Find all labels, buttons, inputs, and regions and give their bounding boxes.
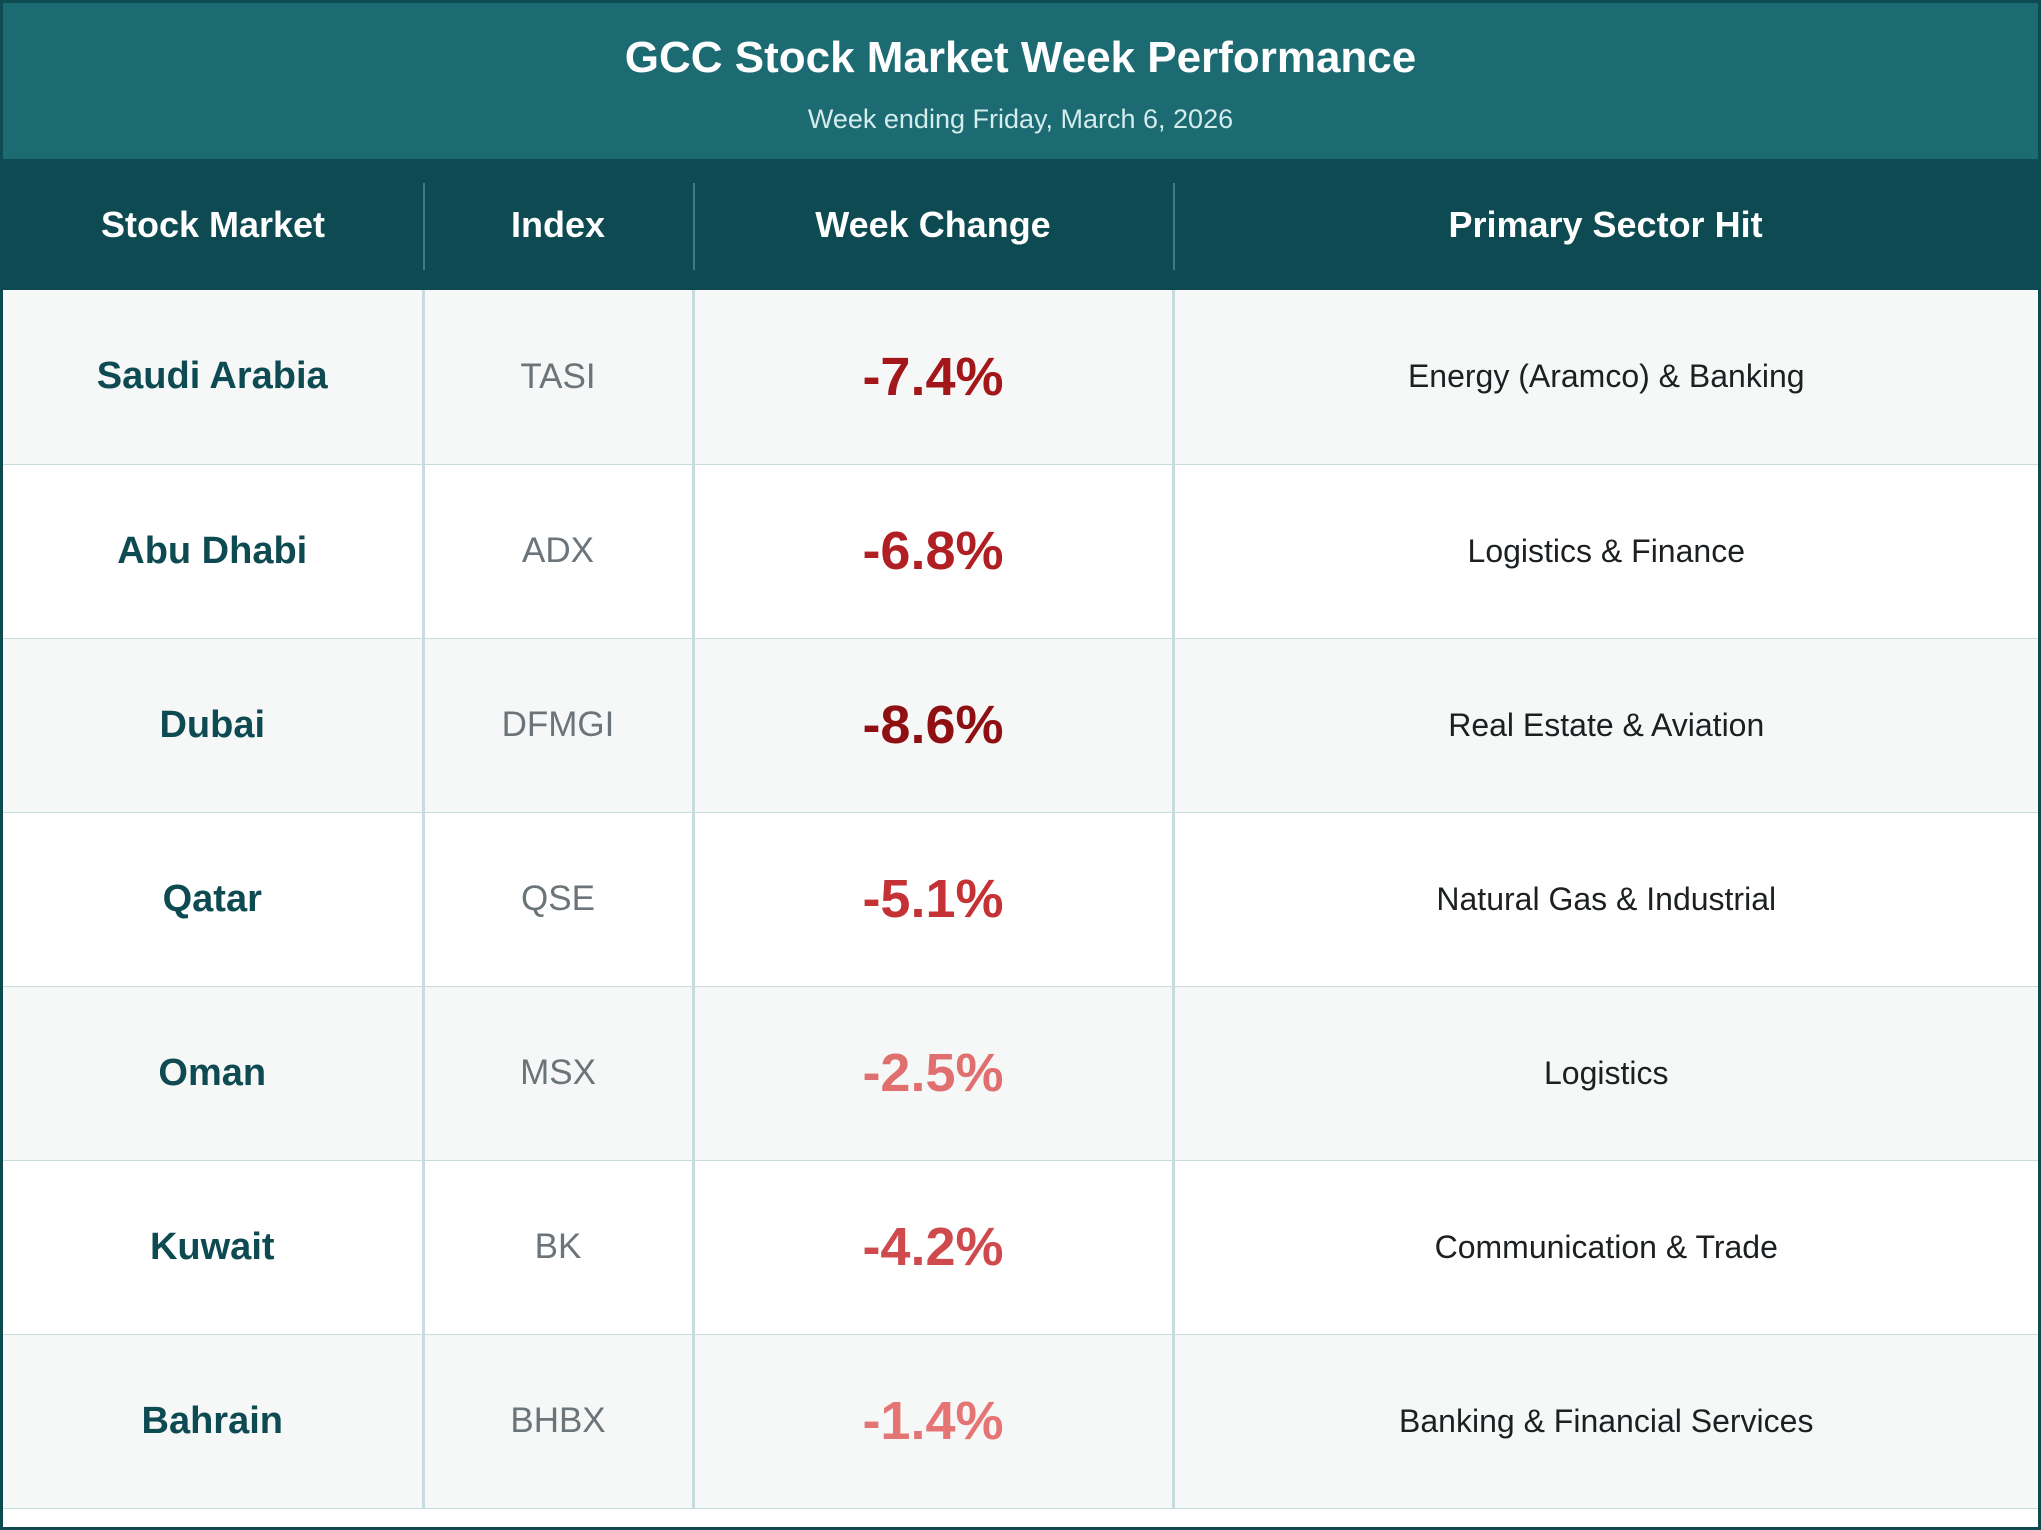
index-cell: ADX (421, 464, 693, 639)
market-cell: Abu Dhabi (3, 464, 423, 639)
week-change-cell: -2.5% (691, 986, 1173, 1161)
sector-cell: Communication & Trade (1171, 1160, 2038, 1335)
table-row: Bahrain BHBX -1.4% Banking & Financial Serv… (3, 1334, 2038, 1509)
index-cell: BHBX (421, 1334, 693, 1509)
sector-cell: Energy (Aramco) & Banking (1171, 290, 2038, 465)
week-change-cell: -4.2% (691, 1160, 1173, 1335)
chart-title: GCC Stock Market Week Performance (624, 33, 1417, 82)
sector-cell: Natural Gas & Industrial (1171, 812, 2038, 987)
table-row: Dubai DFMGI -8.6% Real Estate & Aviation (3, 638, 2038, 813)
market-cell: Oman (3, 986, 423, 1161)
week-change-cell: -7.4% (691, 290, 1173, 465)
index-cell: QSE (421, 812, 693, 987)
table-row: Qatar QSE -5.1% Natural Gas & Industrial (3, 812, 2038, 987)
column-header-index: Index (423, 159, 693, 290)
sector-cell: Logistics & Finance (1171, 464, 2038, 639)
table-row: Oman MSX -2.5% Logistics (3, 986, 2038, 1161)
market-cell: Dubai (3, 638, 423, 813)
table-body: Saudi Arabia TASI -7.4% Energy (Aramco) & B… (3, 290, 2038, 1509)
week-change-cell: -6.8% (691, 464, 1173, 639)
chart-subtitle: Week ending Friday, March 6, 2026 (807, 104, 1234, 134)
title-band: GCC Stock Market Week Performance Week e… (3, 3, 2038, 159)
column-header-primary-sector: Primary Sector Hit (1173, 159, 2038, 290)
week-change-cell: -1.4% (691, 1334, 1173, 1509)
market-cell: Qatar (3, 812, 423, 987)
table-row: Abu Dhabi ADX -6.8% Logistics & Finance (3, 464, 2038, 639)
table-row: Kuwait BK -4.2% Communication & Trade (3, 1160, 2038, 1335)
header-row: Stock Market Index Week Change Primary S… (3, 159, 2038, 290)
sector-cell: Banking & Financial Services (1171, 1334, 2038, 1509)
sector-cell: Real Estate & Aviation (1171, 638, 2038, 813)
column-header-stock-market: Stock Market (100, 203, 326, 245)
market-cell: Bahrain (3, 1334, 423, 1509)
table-row: Saudi Arabia TASI -7.4% Energy (Aramco) & B… (3, 290, 2038, 465)
performance-table: Stock Market Index Week Change Primary S… (3, 159, 2038, 1509)
market-cell: Kuwait (3, 1160, 423, 1335)
sector-cell: Logistics (1171, 986, 2038, 1161)
week-change-cell: -8.6% (691, 638, 1173, 813)
index-cell: MSX (421, 986, 693, 1161)
index-cell: BK (421, 1160, 693, 1335)
week-change-cell: -5.1% (691, 812, 1173, 987)
column-header-week-change: Week Change (693, 159, 1173, 290)
index-cell: DFMGI (421, 638, 693, 813)
market-cell: Saudi Arabia (3, 290, 423, 465)
index-cell: TASI (421, 290, 693, 465)
